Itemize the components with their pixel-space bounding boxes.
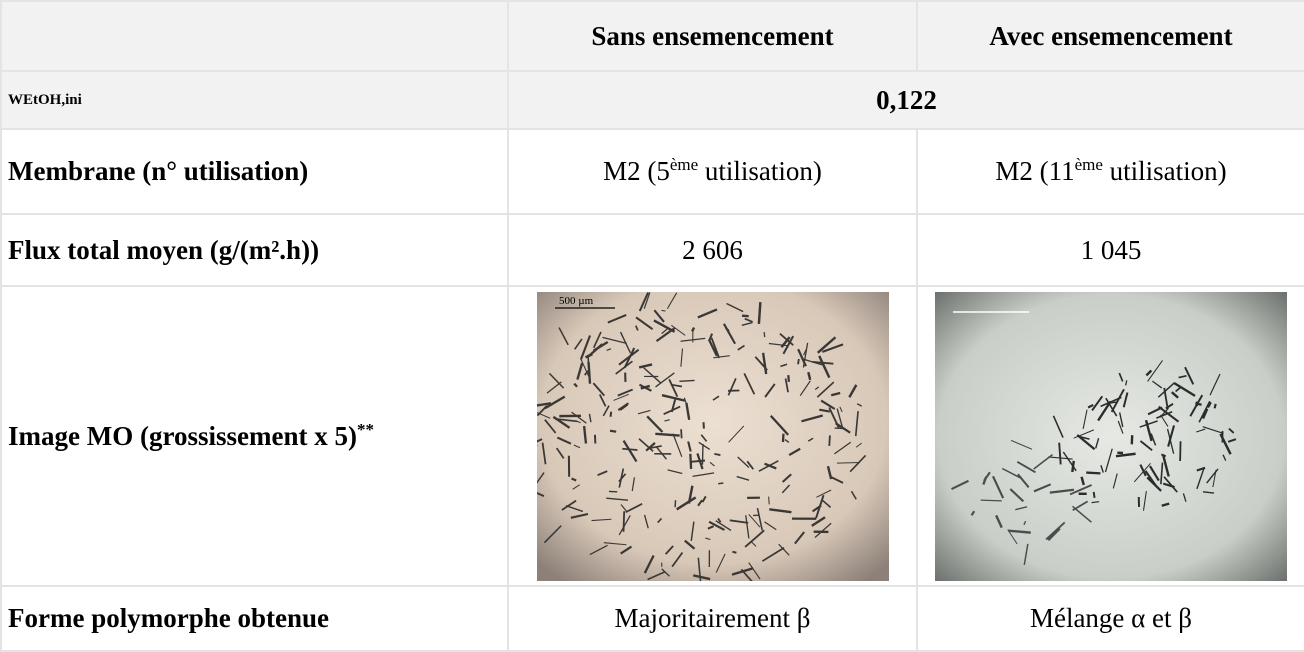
row-label: WEtOH,ini (1, 71, 508, 129)
row-label: Membrane (n° utilisation) (1, 129, 508, 214)
micrograph: 500 µm (537, 292, 889, 581)
crystal (690, 460, 704, 461)
label-main: W (8, 92, 23, 108)
crystal (758, 302, 759, 324)
crystal (732, 551, 736, 552)
crystal (829, 435, 830, 446)
header-row: Sans ensemencement Avec ensemencement (1, 1, 1304, 71)
crystal (661, 310, 665, 311)
crystal (623, 511, 624, 532)
value-cell: 2 606 (508, 214, 917, 286)
scale-label: 500 µm (559, 295, 594, 307)
crystal (610, 430, 616, 431)
crystal (1215, 403, 1216, 407)
image-background (935, 292, 1287, 581)
label-sub: EtOH,ini (23, 92, 82, 108)
superscript: ème (670, 155, 698, 174)
crystal (836, 462, 859, 463)
value-cell: 1 045 (917, 214, 1304, 286)
value-cell: M2 (5ème utilisation) (508, 129, 917, 214)
crystal (718, 483, 723, 484)
crystal (798, 358, 799, 363)
superscript: ** (357, 420, 374, 439)
header-cell: Sans ensemencement (508, 1, 917, 71)
crystal (588, 361, 589, 383)
crystal (690, 453, 691, 468)
row-label: Flux total moyen (g/(m².h)) (1, 214, 508, 286)
crystal (788, 375, 789, 382)
text: M2 (11 (995, 156, 1074, 186)
value-cell: M2 (11ème utilisation) (917, 129, 1304, 214)
row-label: Image MO (grossissement x 5)** (1, 286, 508, 586)
crystal (1086, 472, 1100, 473)
value-cell: Majoritairement β (508, 586, 917, 651)
crystal (681, 429, 682, 438)
flux-row: Flux total moyen (g/(m².h)) 2 606 1 045 (1, 214, 1304, 286)
crystal (768, 496, 769, 504)
image-background (537, 292, 889, 581)
value-cell: Mélange α et β (917, 586, 1304, 651)
crystal (764, 332, 765, 337)
header-cell: Avec ensemencement (917, 1, 1304, 71)
corner-cell (1, 1, 508, 71)
crystal (610, 411, 611, 416)
micrograph (935, 292, 1287, 581)
image-cell: 500 µm (508, 286, 917, 586)
text: utilisation) (698, 156, 822, 186)
crystal (1094, 491, 1095, 497)
form-row: Forme polymorphe obtenue Majoritairement… (1, 586, 1304, 651)
superscript: ème (1075, 155, 1103, 174)
crystal (679, 380, 694, 381)
crystal (1195, 403, 1201, 404)
text: utilisation) (1103, 156, 1227, 186)
crystal (981, 500, 1002, 501)
row-label: Forme polymorphe obtenue (1, 586, 508, 651)
text: M2 (5 (603, 156, 670, 186)
membrane-row: Membrane (n° utilisation) M2 (5ème utili… (1, 129, 1304, 214)
text: Image MO (grossissement x 5) (8, 421, 357, 451)
image-cell (917, 286, 1304, 586)
w-row: WEtOH,ini 0,122 (1, 71, 1304, 129)
value-cell: 0,122 (508, 71, 1304, 129)
crystal (714, 453, 720, 454)
crystal (741, 315, 748, 316)
image-row: Image MO (grossissement x 5)** 500 µm (1, 286, 1304, 586)
